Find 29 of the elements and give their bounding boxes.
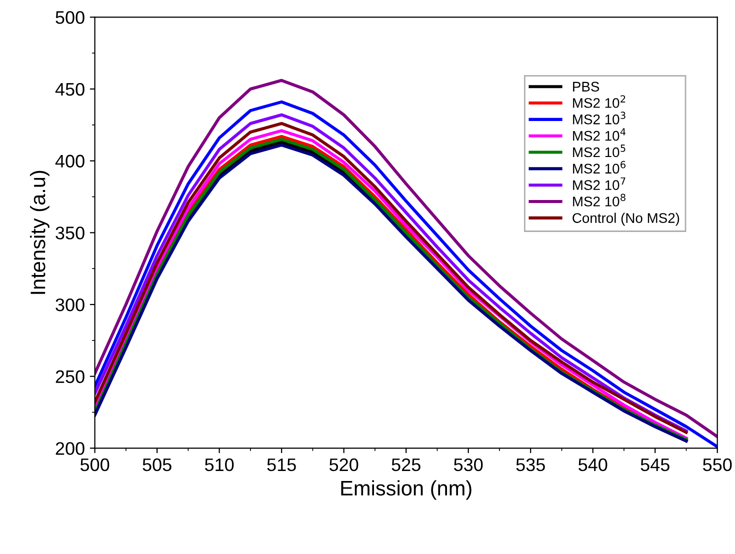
legend-label: Control (No MS2) <box>572 212 680 226</box>
x-tick-label: 505 <box>142 458 172 472</box>
y-tick-label: 450 <box>55 82 84 96</box>
x-axis-title: Emission (nm) <box>341 480 472 500</box>
y-tick-label: 400 <box>55 154 84 168</box>
y-tick-label: 500 <box>56 11 84 24</box>
y-tick-label: 300 <box>56 298 84 312</box>
x-tick-label: 520 <box>329 458 358 472</box>
x-tick-label: 530 <box>454 458 483 472</box>
legend-label: MS2 10$^{3}$ <box>573 112 626 124</box>
legend-label: MS2 10$^{8}$ <box>573 194 626 206</box>
x-tick-label: 515 <box>267 458 296 472</box>
legend-label: MS2 10$^{5}$ <box>573 144 626 158</box>
x-tick-label: 540 <box>578 458 608 472</box>
x-tick-label: 525 <box>392 458 420 472</box>
legend-label: MS2 10$^{2}$ <box>573 95 626 108</box>
x-tick-label: 550 <box>703 458 732 472</box>
legend-label: MS2 10$^{4}$ <box>573 128 626 141</box>
y-axis-title: Intensity (a.u) <box>30 170 50 294</box>
x-tick-label: 535 <box>516 458 545 472</box>
legend-label: MS2 10$^{6}$ <box>573 160 626 174</box>
y-tick-label: 200 <box>56 442 84 455</box>
x-tick-label: 510 <box>204 458 234 472</box>
y-tick-label: 350 <box>56 226 84 240</box>
legend-label: PBS <box>573 82 600 92</box>
legend-label: MS2 10$^{7}$ <box>573 177 626 190</box>
x-tick-label: 545 <box>640 458 670 472</box>
x-tick-label: 500 <box>80 458 110 472</box>
y-tick-label: 250 <box>56 370 84 384</box>
